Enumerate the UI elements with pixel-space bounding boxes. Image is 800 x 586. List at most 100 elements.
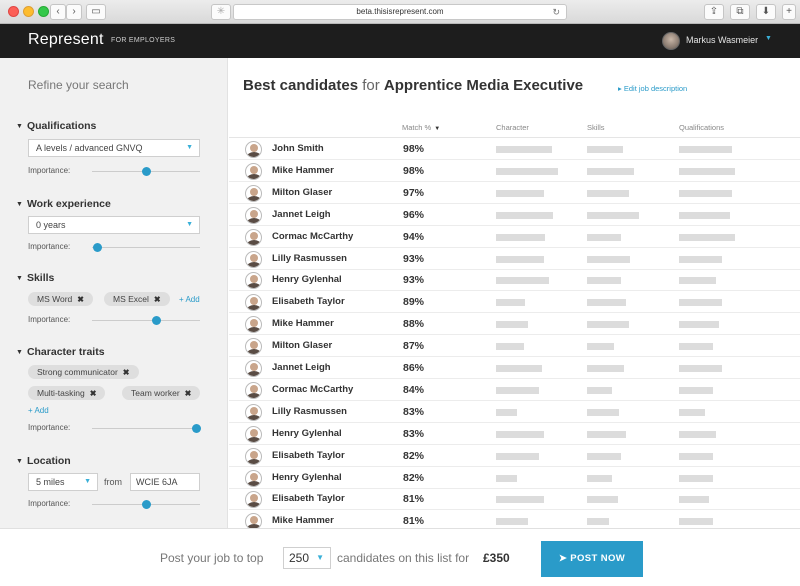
remove-icon[interactable]: ✖ (153, 295, 161, 304)
avatar[interactable] (662, 32, 680, 50)
slider-handle[interactable] (192, 424, 202, 433)
candidate-row[interactable]: Milton Glaser 87% (229, 335, 800, 358)
candidate-row[interactable]: Jannet Leigh 96% (229, 204, 800, 226)
remove-icon[interactable]: ✖ (122, 368, 130, 377)
candidate-name[interactable]: Milton Glaser (272, 340, 333, 352)
candidate-row[interactable]: Mike Hammer 98% (229, 160, 800, 182)
slider-handle[interactable] (141, 167, 151, 176)
trait-tag[interactable]: Strong communicator ✖ (28, 365, 139, 379)
back-icon[interactable]: ‹ (50, 4, 66, 20)
minimize-window-icon[interactable] (23, 6, 34, 17)
candidate-count-select[interactable]: 250 ▼ (283, 547, 331, 569)
downloads-icon[interactable]: ⬇ (756, 4, 776, 20)
tag-label: Multi-tasking (37, 388, 85, 398)
column-header-qualifications[interactable]: Qualifications (679, 123, 725, 132)
candidate-row[interactable]: Lilly Rasmussen 83% (229, 401, 800, 423)
candidate-row[interactable]: Cormac McCarthy 94% (229, 226, 800, 248)
candidate-name[interactable]: Henry Gylenhal (272, 427, 342, 439)
candidate-name[interactable]: Mike Hammer (272, 318, 334, 330)
section-skills[interactable]: ▼ Skills (16, 272, 54, 284)
column-header-match[interactable]: Match % ▼ (402, 123, 440, 132)
skill-tag[interactable]: MS Excel ✖ (104, 292, 170, 306)
section-work-experience[interactable]: ▼ Work experience (16, 198, 111, 210)
tabs-icon[interactable]: ⧉ (730, 4, 750, 20)
skills-score-bar (587, 430, 626, 438)
match-percent: 98% (403, 164, 425, 177)
section-location[interactable]: ▼ Location (16, 455, 71, 467)
candidate-row[interactable]: Elisabeth Taylor 82% (229, 445, 800, 467)
candidate-name[interactable]: Elisabeth Taylor (272, 493, 345, 505)
candidate-name[interactable]: Mike Hammer (272, 164, 334, 176)
address-bar[interactable]: beta.thisisrepresent.com ↻ (233, 4, 567, 20)
trait-tag[interactable]: Team worker ✖ (122, 386, 201, 400)
candidate-name[interactable]: Jannet Leigh (272, 362, 331, 373)
candidate-name[interactable]: Henry Gylenhal (272, 471, 342, 483)
triangle-down-icon: ▼ (16, 201, 23, 208)
work-experience-select[interactable]: 0 years ▼ (28, 216, 200, 234)
skills-score-bar (587, 299, 626, 307)
candidate-name[interactable]: Lilly Rasmussen (272, 252, 347, 264)
chevron-down-icon[interactable]: ▼ (765, 35, 772, 42)
candidate-name[interactable]: Elisabeth Taylor (272, 296, 345, 308)
candidate-name[interactable]: Lilly Rasmussen (272, 405, 347, 417)
candidate-name[interactable]: Milton Glaser (272, 186, 333, 198)
match-percent: 93% (403, 274, 425, 287)
skill-tag[interactable]: MS Word ✖ (28, 292, 93, 306)
candidate-row[interactable]: Milton Glaser 97% (229, 182, 800, 204)
section-character-traits[interactable]: ▼ Character traits (16, 346, 105, 358)
column-header-character[interactable]: Character (496, 123, 529, 132)
reload-icon[interactable]: ↻ (552, 7, 560, 17)
add-skill-link[interactable]: + Add (179, 295, 200, 304)
candidate-name[interactable]: Mike Hammer (272, 515, 334, 527)
postcode-field[interactable]: WCIE 6JA (130, 473, 200, 491)
forward-icon[interactable]: › (66, 4, 82, 20)
qualifications-select[interactable]: A levels / advanced GNVQ ▼ (28, 139, 200, 157)
radius-select[interactable]: 5 miles ▼ (28, 473, 98, 491)
candidate-name[interactable]: Cormac McCarthy (272, 383, 354, 395)
trait-tag[interactable]: Multi-tasking ✖ (28, 386, 106, 400)
user-name[interactable]: Markus Wasmeier (686, 35, 759, 45)
remove-icon[interactable]: ✖ (184, 389, 192, 398)
candidate-row[interactable]: Jannet Leigh 86% (229, 357, 800, 379)
candidate-row[interactable]: Lilly Rasmussen 93% (229, 248, 800, 270)
extension-icon[interactable]: ✳ (211, 4, 231, 20)
triangle-down-icon: ▼ (16, 458, 23, 465)
character-importance-slider[interactable] (92, 428, 200, 429)
add-trait-link[interactable]: + Add (28, 406, 49, 415)
sidebar-toggle-icon[interactable]: ▭ (86, 4, 106, 20)
close-window-icon[interactable] (8, 6, 19, 17)
select-value: A levels / advanced GNVQ (36, 143, 143, 153)
slider-handle[interactable] (141, 500, 151, 509)
candidate-row[interactable]: Henry Gylenhal 83% (229, 423, 800, 445)
share-icon[interactable]: ⇪ (704, 4, 724, 20)
candidate-row[interactable]: Cormac McCarthy 84% (229, 379, 800, 401)
remove-icon[interactable]: ✖ (89, 389, 97, 398)
candidate-row[interactable]: Mike Hammer 88% (229, 313, 800, 336)
candidate-name[interactable]: Henry Gylenhal (272, 274, 342, 286)
candidate-row[interactable]: John Smith 98% (229, 138, 800, 160)
column-header-skills[interactable]: Skills (587, 123, 605, 132)
zoom-window-icon[interactable] (38, 6, 49, 17)
candidate-name[interactable]: Cormac McCarthy (272, 230, 354, 242)
slider-handle[interactable] (152, 316, 162, 325)
candidate-row[interactable]: Henry Gylenhal 82% (229, 467, 800, 489)
candidate-row[interactable]: Elisabeth Taylor 89% (229, 291, 800, 314)
post-now-button[interactable]: ➤ POST NOW (541, 541, 643, 577)
work-experience-importance-slider[interactable] (92, 247, 200, 248)
match-percent: 84% (403, 383, 425, 396)
candidate-name[interactable]: Elisabeth Taylor (272, 449, 345, 461)
new-tab-icon[interactable]: + (782, 4, 796, 20)
candidate-name[interactable]: Jannet Leigh (272, 208, 331, 220)
candidate-name[interactable]: John Smith (272, 143, 324, 154)
section-qualifications[interactable]: ▼ Qualifications (16, 120, 96, 132)
url-text: beta.thisisrepresent.com (356, 7, 444, 16)
edit-job-description-link[interactable]: ▸ Edit job description (618, 84, 687, 93)
remove-icon[interactable]: ✖ (77, 295, 84, 304)
match-percent: 96% (403, 208, 425, 221)
skills-importance-slider[interactable] (92, 320, 200, 321)
candidate-row[interactable]: Henry Gylenhal 93% (229, 269, 800, 292)
candidate-row[interactable]: Elisabeth Taylor 81% (229, 488, 800, 511)
slider-handle[interactable] (92, 243, 102, 252)
candidate-avatar (245, 162, 262, 180)
logo[interactable]: Represent (28, 31, 104, 48)
